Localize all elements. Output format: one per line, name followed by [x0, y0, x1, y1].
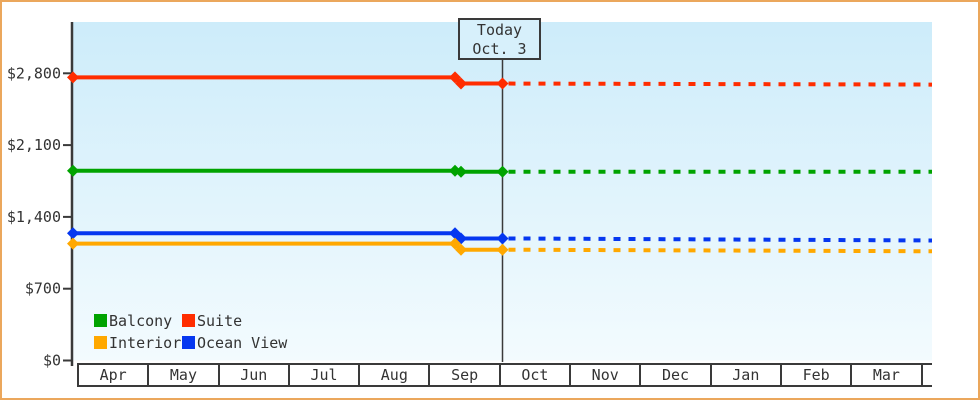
data-point-marker: [496, 243, 509, 256]
y-tick-label-0: $0: [43, 352, 61, 370]
legend-label: Suite: [197, 311, 243, 330]
legend-label: Balcony: [109, 311, 173, 330]
data-point-marker: [67, 71, 79, 84]
data-point-marker: [67, 164, 79, 177]
legend-item-ocean-view: Ocean View: [182, 333, 288, 352]
series-past-line-interior: [73, 241, 503, 252]
series-past-line-balcony: [73, 168, 503, 174]
month-label-oct: Oct: [501, 365, 572, 385]
legend-swatch-icon: [94, 314, 107, 327]
data-point-marker: [449, 71, 461, 84]
month-label-aug: Aug: [360, 365, 431, 385]
month-cell-partial: [923, 365, 932, 385]
chart-legend: Balcony Suite Interior Ocean View: [94, 311, 288, 352]
month-label-dec: Dec: [641, 365, 712, 385]
series-forecast-line-ocean-view: [508, 236, 933, 243]
legend-item-interior: Interior: [94, 333, 182, 352]
series-forecast-line-suite: [508, 81, 933, 87]
legend-swatch-icon: [94, 336, 107, 349]
data-point-marker: [67, 227, 79, 240]
month-label-jul: Jul: [290, 365, 361, 385]
y-tick-label-2100: $2,100: [7, 136, 61, 154]
today-flag-line1: Today: [476, 21, 523, 39]
data-point-marker: [449, 237, 461, 250]
month-label-apr: Apr: [79, 365, 150, 385]
month-label-nov: Nov: [571, 365, 642, 385]
series-past-line-suite: [73, 75, 503, 86]
legend-label: Ocean View: [197, 333, 288, 352]
data-point-marker: [455, 77, 467, 90]
data-point-marker: [496, 77, 509, 90]
legend-item-balcony: Balcony: [94, 311, 182, 330]
month-label-sep: Sep: [430, 365, 501, 385]
today-flag-line2: Oct. 3: [472, 40, 527, 58]
legend-label: Interior: [109, 333, 182, 352]
month-label-jun: Jun: [220, 365, 290, 385]
data-point-marker: [455, 243, 467, 256]
data-point-marker: [496, 232, 509, 245]
data-point-marker: [496, 165, 509, 178]
month-axis-row: Apr May Jun Jul Aug Sep Oct Nov Dec Jan Feb Mar: [77, 363, 932, 387]
legend-item-suite: Suite: [182, 311, 287, 330]
y-tick-label-2800: $2,800: [7, 64, 61, 82]
y-tick-label-700: $700: [25, 280, 61, 298]
month-label-jan: Jan: [712, 365, 782, 385]
series-forecast-line-interior: [508, 247, 933, 254]
legend-swatch-icon: [182, 336, 195, 349]
data-point-marker: [67, 237, 79, 250]
month-label-feb: Feb: [782, 365, 853, 385]
y-tick-label-1400: $1,400: [7, 208, 61, 226]
month-label-may: May: [149, 365, 220, 385]
data-point-marker: [455, 165, 467, 178]
month-label-mar: Mar: [852, 365, 923, 385]
today-flag: Today Oct. 3: [458, 18, 541, 60]
legend-swatch-icon: [182, 314, 195, 327]
